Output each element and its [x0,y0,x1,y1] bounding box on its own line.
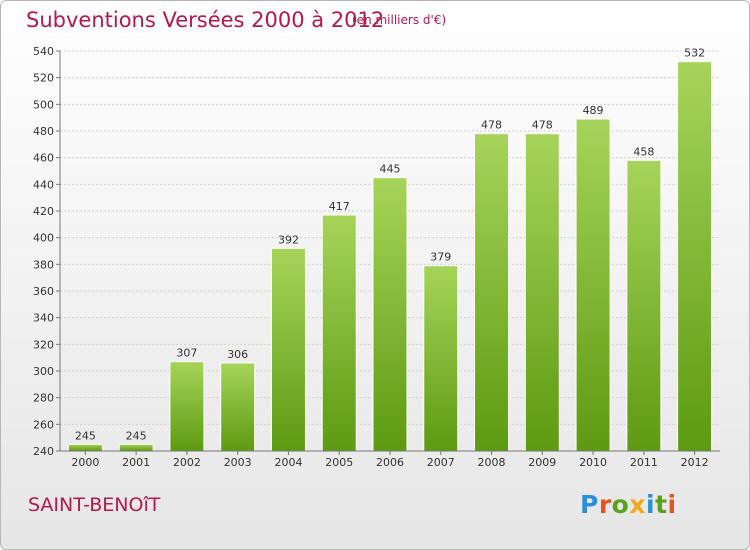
bar-2001 [118,443,154,452]
bar-2007 [423,265,459,452]
chart-title: Subventions Versées 2000 à 2012 [26,8,385,32]
y-tick-label: 240 [33,445,54,458]
bar-2003 [220,362,256,452]
y-tick-label: 300 [33,365,54,378]
x-tick-label-2009: 2009 [528,456,556,469]
y-tick-label: 460 [33,152,54,165]
y-tick-label: 380 [33,258,54,271]
logo-letter: r [598,490,612,519]
y-tick-label: 520 [33,72,54,85]
bar-2008 [474,133,510,452]
data-label-2007: 379 [430,251,451,264]
logo-letter: P [580,490,599,519]
data-label-2005: 417 [329,200,350,213]
y-tick-label: 280 [33,392,54,405]
x-tick-label-2012: 2012 [681,456,709,469]
x-tick-label-2000: 2000 [71,456,99,469]
x-tick-label-2008: 2008 [478,456,506,469]
bar-2012 [677,61,713,452]
x-tick-label-2010: 2010 [579,456,607,469]
data-label-2002: 307 [176,347,197,360]
x-tick-label-2003: 2003 [224,456,252,469]
bar-2005 [321,214,357,452]
data-label-2003: 306 [227,348,248,361]
y-tick-label: 360 [33,285,54,298]
data-label-2000: 245 [75,429,96,442]
place-name: SAINT-BENOîT [28,494,161,516]
y-tick-label: 480 [33,125,54,138]
data-label-2008: 478 [481,119,502,132]
proxiti-logo: Proxiti [580,490,677,519]
y-tick-label: 320 [33,338,54,351]
x-tick-label-2001: 2001 [122,456,150,469]
y-tick-label: 400 [33,232,54,245]
y-tick-label: 440 [33,178,54,191]
y-tick-label: 260 [33,418,54,431]
logo-letter: t [655,490,668,519]
data-label-2006: 445 [380,163,401,176]
y-tick-label: 340 [33,312,54,325]
y-tick-label: 540 [33,45,54,58]
data-label-2012: 532 [684,47,705,60]
logo-letter: o [611,490,630,519]
logo-letter: x [629,490,646,519]
bar-2010 [575,118,611,452]
bar-2009 [524,133,560,452]
data-label-2009: 478 [532,119,553,132]
x-tick-label-2004: 2004 [274,456,302,469]
x-tick-label-2006: 2006 [376,456,404,469]
x-tick-label-2007: 2007 [427,456,455,469]
logo-letter: i [646,490,656,519]
data-label-2004: 392 [278,233,299,246]
x-tick-label-2005: 2005 [325,456,353,469]
bar-2002 [169,361,205,452]
data-label-2011: 458 [633,145,654,158]
bar-2004 [270,247,306,452]
bar-2011 [626,159,662,452]
y-tick-label: 420 [33,205,54,218]
x-tick-label-2002: 2002 [173,456,201,469]
x-tick-label-2011: 2011 [630,456,658,469]
bar-2000 [67,443,103,452]
chart-subtitle: (en milliers d'€) [352,13,447,27]
y-tick-label: 500 [33,98,54,111]
logo-letter: i [667,490,677,519]
bar-2006 [372,177,408,452]
data-label-2001: 245 [126,429,147,442]
data-label-2010: 489 [583,104,604,117]
